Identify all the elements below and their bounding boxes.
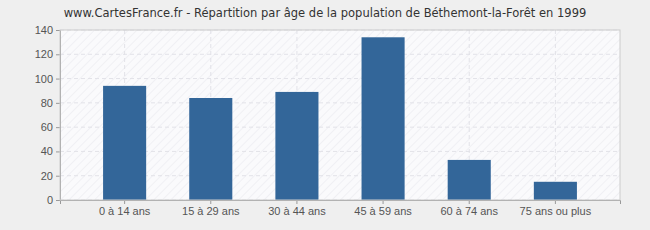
tick: 30 à 44 ans	[268, 200, 326, 217]
bar	[275, 92, 318, 200]
tick-label: 45 à 59 ans	[354, 205, 412, 217]
bars	[103, 37, 577, 200]
tick: 100	[35, 73, 60, 85]
grid-line	[60, 54, 620, 55]
tick-mark	[56, 30, 60, 31]
tick-mark	[56, 103, 60, 104]
tick: 60 à 74 ans	[440, 200, 498, 217]
bar	[534, 182, 577, 200]
tick-label: 100	[35, 73, 53, 85]
tick-mark	[56, 79, 60, 80]
tick: 75 ans ou plus	[520, 200, 592, 217]
bar	[103, 86, 146, 200]
plot: 0 20 40 60 80 100 120 140 0 à 14 ans 15 à 29 ans 3…	[35, 24, 621, 217]
tick: 140	[35, 24, 60, 36]
x-axis: 0 à 14 ans 15 à 29 ans 30 à 44 ans 45 à 59 …	[61, 200, 621, 217]
plot-area	[60, 30, 620, 200]
tick-label: 40	[41, 145, 53, 157]
bar	[189, 98, 232, 200]
tick: 40	[41, 145, 60, 157]
tick: 120	[35, 48, 60, 60]
tick-mark	[210, 200, 211, 204]
tick: 0	[47, 194, 60, 206]
tick-label: 60	[41, 121, 53, 133]
tick: 15 à 29 ans	[182, 200, 240, 217]
tick: 60	[41, 121, 60, 133]
tick-label: 60 à 74 ans	[440, 205, 498, 217]
tick-mark	[124, 200, 125, 204]
tick-mark	[56, 176, 60, 177]
tick-label: 0	[47, 194, 53, 206]
tick-label: 75 ans ou plus	[520, 205, 592, 217]
tick-mark	[56, 54, 60, 55]
tick-mark	[56, 127, 60, 128]
tick-label: 0 à 14 ans	[99, 205, 151, 217]
tick-label: 15 à 29 ans	[182, 205, 240, 217]
tick-label: 80	[41, 97, 53, 109]
tick-mark	[555, 200, 556, 204]
tick-mark	[56, 200, 60, 201]
grid-line	[60, 78, 620, 79]
background	[0, 0, 650, 230]
tick: 20	[41, 170, 60, 182]
plot-frame	[60, 30, 620, 200]
tick-label: 140	[35, 24, 53, 36]
tick-label: 20	[41, 170, 53, 182]
grid	[60, 30, 620, 200]
tick-label: 120	[35, 48, 53, 60]
tick: 0 à 14 ans	[99, 200, 151, 217]
tick: 80	[41, 97, 60, 109]
tick: 45 à 59 ans	[354, 200, 412, 217]
y-axis: 0 20 40 60 80 100 120 140	[35, 24, 61, 206]
axis-line	[61, 201, 621, 205]
tick-mark	[56, 151, 60, 152]
grid-line	[555, 30, 556, 200]
tick-mark	[469, 200, 470, 204]
bar	[448, 160, 491, 200]
chart: www.CartesFrance.fr - Répartition par âg…	[0, 0, 650, 230]
tick-label: 30 à 44 ans	[268, 205, 326, 217]
tick-mark	[383, 200, 384, 204]
tick-mark	[296, 200, 297, 204]
title: www.CartesFrance.fr - Répartition par âg…	[64, 6, 587, 20]
bar	[362, 37, 405, 200]
